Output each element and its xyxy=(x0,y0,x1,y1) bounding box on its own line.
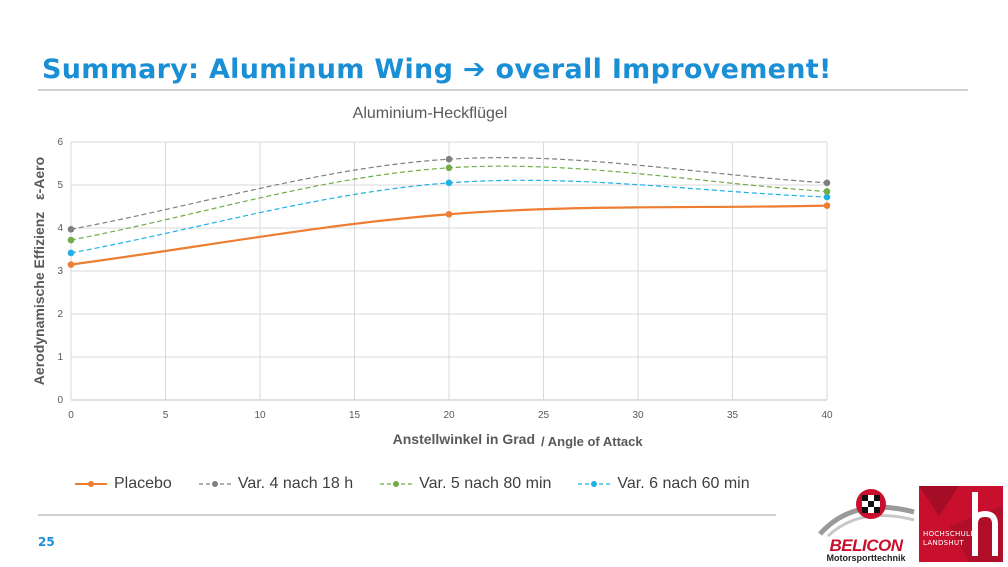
belicon-wordmark: BELICON xyxy=(829,536,904,555)
x-tick-label: 15 xyxy=(349,410,361,421)
data-point-var6 xyxy=(67,249,75,257)
legend-item-var5: Var. 5 nach 80 min xyxy=(379,475,551,493)
racing-flag-icon xyxy=(818,489,915,538)
x-tick-label: 35 xyxy=(727,410,739,421)
data-point-var6 xyxy=(445,179,453,187)
y-tick-label: 0 xyxy=(57,395,63,406)
footer-divider xyxy=(38,514,776,516)
legend-label-placebo: Placebo xyxy=(114,475,172,492)
data-point-var5 xyxy=(445,164,453,172)
legend-item-placebo: Placebo xyxy=(74,475,172,493)
y-tick-label: 3 xyxy=(57,266,63,277)
x-axis-title-suffix: / Angle of Attack xyxy=(541,434,643,449)
data-point-placebo xyxy=(67,261,75,268)
school-name-line2: LANDSHUT xyxy=(923,539,964,547)
legend-swatch-var4 xyxy=(198,481,231,487)
belicon-tagline: Motorsporttechnik xyxy=(826,553,906,563)
chart-title: Aluminium-Heckflügel xyxy=(353,105,508,122)
data-point-var4 xyxy=(823,179,831,187)
y-tick-label: 5 xyxy=(57,180,63,191)
data-point-var4 xyxy=(67,225,75,233)
data-point-var4 xyxy=(445,155,453,163)
hochschule-emblem-icon xyxy=(919,486,1003,562)
hochschule-landshut-logo: HOCHSCHULE LANDSHUT xyxy=(919,486,1003,562)
line-chart: Aluminium-Heckflügel 0 1 2 3 4 5 6 0 5 10 15 20 25 30… xyxy=(31,105,833,449)
school-name-line1: HOCHSCHULE xyxy=(923,530,975,538)
y-tick-label: 1 xyxy=(57,352,63,363)
x-tick-label: 25 xyxy=(538,410,550,421)
legend-item-var4: Var. 4 nach 18 h xyxy=(198,475,353,493)
legend-swatch-placebo xyxy=(75,481,107,487)
y-tick-label: 4 xyxy=(57,223,63,234)
y-axis-title: Aerodynamische Effizienz ε-Aero xyxy=(31,157,47,385)
data-point-var5 xyxy=(67,236,75,244)
series-layer xyxy=(67,155,831,268)
data-point-var5 xyxy=(823,188,831,195)
legend-item-var6: Var. 6 nach 60 min xyxy=(577,475,750,493)
data-point-var6 xyxy=(823,193,831,201)
page-number: 25 xyxy=(38,535,55,549)
x-tick-label: 5 xyxy=(163,410,169,421)
x-tick-label: 30 xyxy=(632,410,644,421)
x-tick-label: 10 xyxy=(254,410,266,421)
x-tick-label: 40 xyxy=(821,410,833,421)
belicon-logo: BELICON Motorsporttechnik xyxy=(814,486,918,564)
x-tick-label: 20 xyxy=(443,410,455,421)
data-point-placebo xyxy=(823,202,831,209)
y-tick-label: 6 xyxy=(57,137,63,148)
legend-swatch-var5 xyxy=(380,481,413,487)
legend-label-var6: Var. 6 nach 60 min xyxy=(617,475,750,492)
tick-layer: 0 1 2 3 4 5 6 0 5 10 15 20 25 30 35 40 xyxy=(57,137,833,421)
y-tick-label: 2 xyxy=(57,309,63,320)
chart-legend: Placebo Var. 4 nach 18 h Var. 5 nach 80 … xyxy=(74,472,776,496)
slide-title: Summary: Aluminum Wing ➔ overall Improve… xyxy=(42,54,832,85)
legend-swatch-var6 xyxy=(578,481,611,487)
legend-label-var5: Var. 5 nach 80 min xyxy=(419,475,552,492)
data-point-placebo xyxy=(445,210,453,218)
title-divider xyxy=(38,89,968,91)
x-tick-label: 0 xyxy=(68,410,74,421)
x-axis-title: Anstellwinkel in Grad xyxy=(393,431,535,447)
legend-label-var4: Var. 4 nach 18 h xyxy=(237,475,354,492)
